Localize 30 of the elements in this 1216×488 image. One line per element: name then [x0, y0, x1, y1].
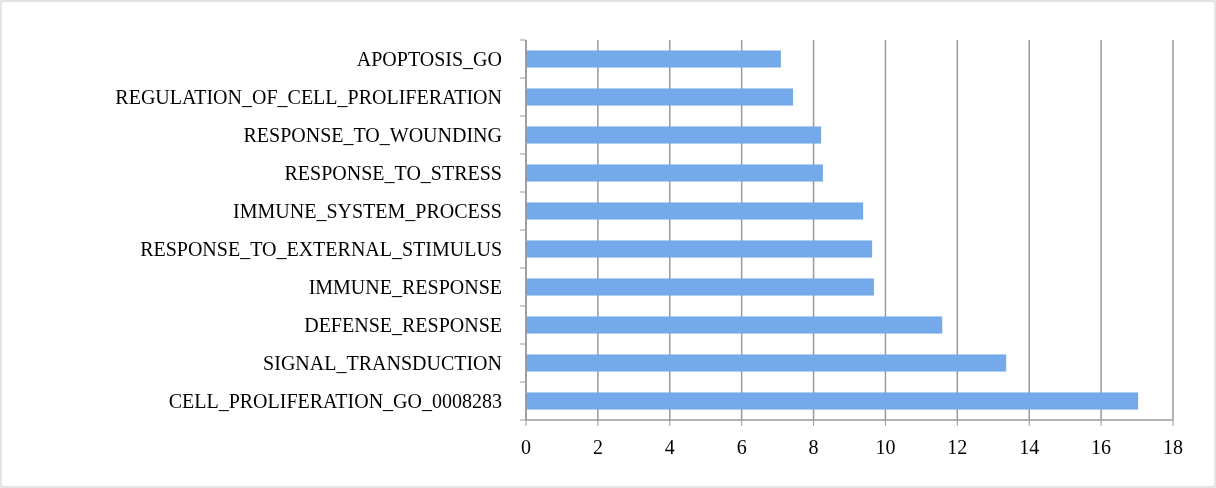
y-tick-label: RESPONSE_TO_WOUNDING: [243, 124, 502, 146]
x-tick-label: 2: [592, 436, 603, 458]
bar: [526, 240, 873, 258]
bar: [526, 202, 864, 220]
x-tick-label: 16: [1091, 436, 1112, 458]
y-tick-label: REGULATION_OF_CELL_PROLIFERATION: [115, 86, 502, 108]
y-tick-label: APOPTOSIS_GO: [356, 48, 502, 70]
bar: [526, 50, 781, 68]
x-tick-label: 12: [947, 436, 968, 458]
bar: [526, 164, 823, 182]
y-tick-label: CELL_PROLIFERATION_GO_0008283: [168, 390, 502, 412]
y-tick-label: IMMUNE_SYSTEM_PROCESS: [233, 200, 502, 222]
y-tick-label: DEFENSE_RESPONSE: [304, 314, 502, 336]
bar: [526, 354, 1007, 372]
bar: [526, 126, 822, 144]
bar: [526, 278, 874, 296]
bar: [526, 392, 1139, 410]
bar: [526, 88, 794, 106]
x-tick-label: 0: [521, 436, 531, 458]
y-tick-label: RESPONSE_TO_STRESS: [284, 162, 502, 184]
y-tick-label: RESPONSE_TO_EXTERNAL_STIMULUS: [140, 238, 502, 260]
y-tick-label: IMMUNE_RESPONSE: [308, 276, 502, 298]
bar: [526, 316, 943, 334]
x-tick-label: 14: [1019, 436, 1040, 458]
x-tick-label: 6: [736, 436, 747, 458]
y-tick-label: SIGNAL_TRANSDUCTION: [263, 352, 502, 374]
x-tick-label: 8: [808, 436, 819, 458]
x-tick-label: 10: [875, 436, 896, 458]
x-tick-label: 18: [1163, 436, 1183, 458]
x-tick-label: 4: [664, 436, 675, 458]
